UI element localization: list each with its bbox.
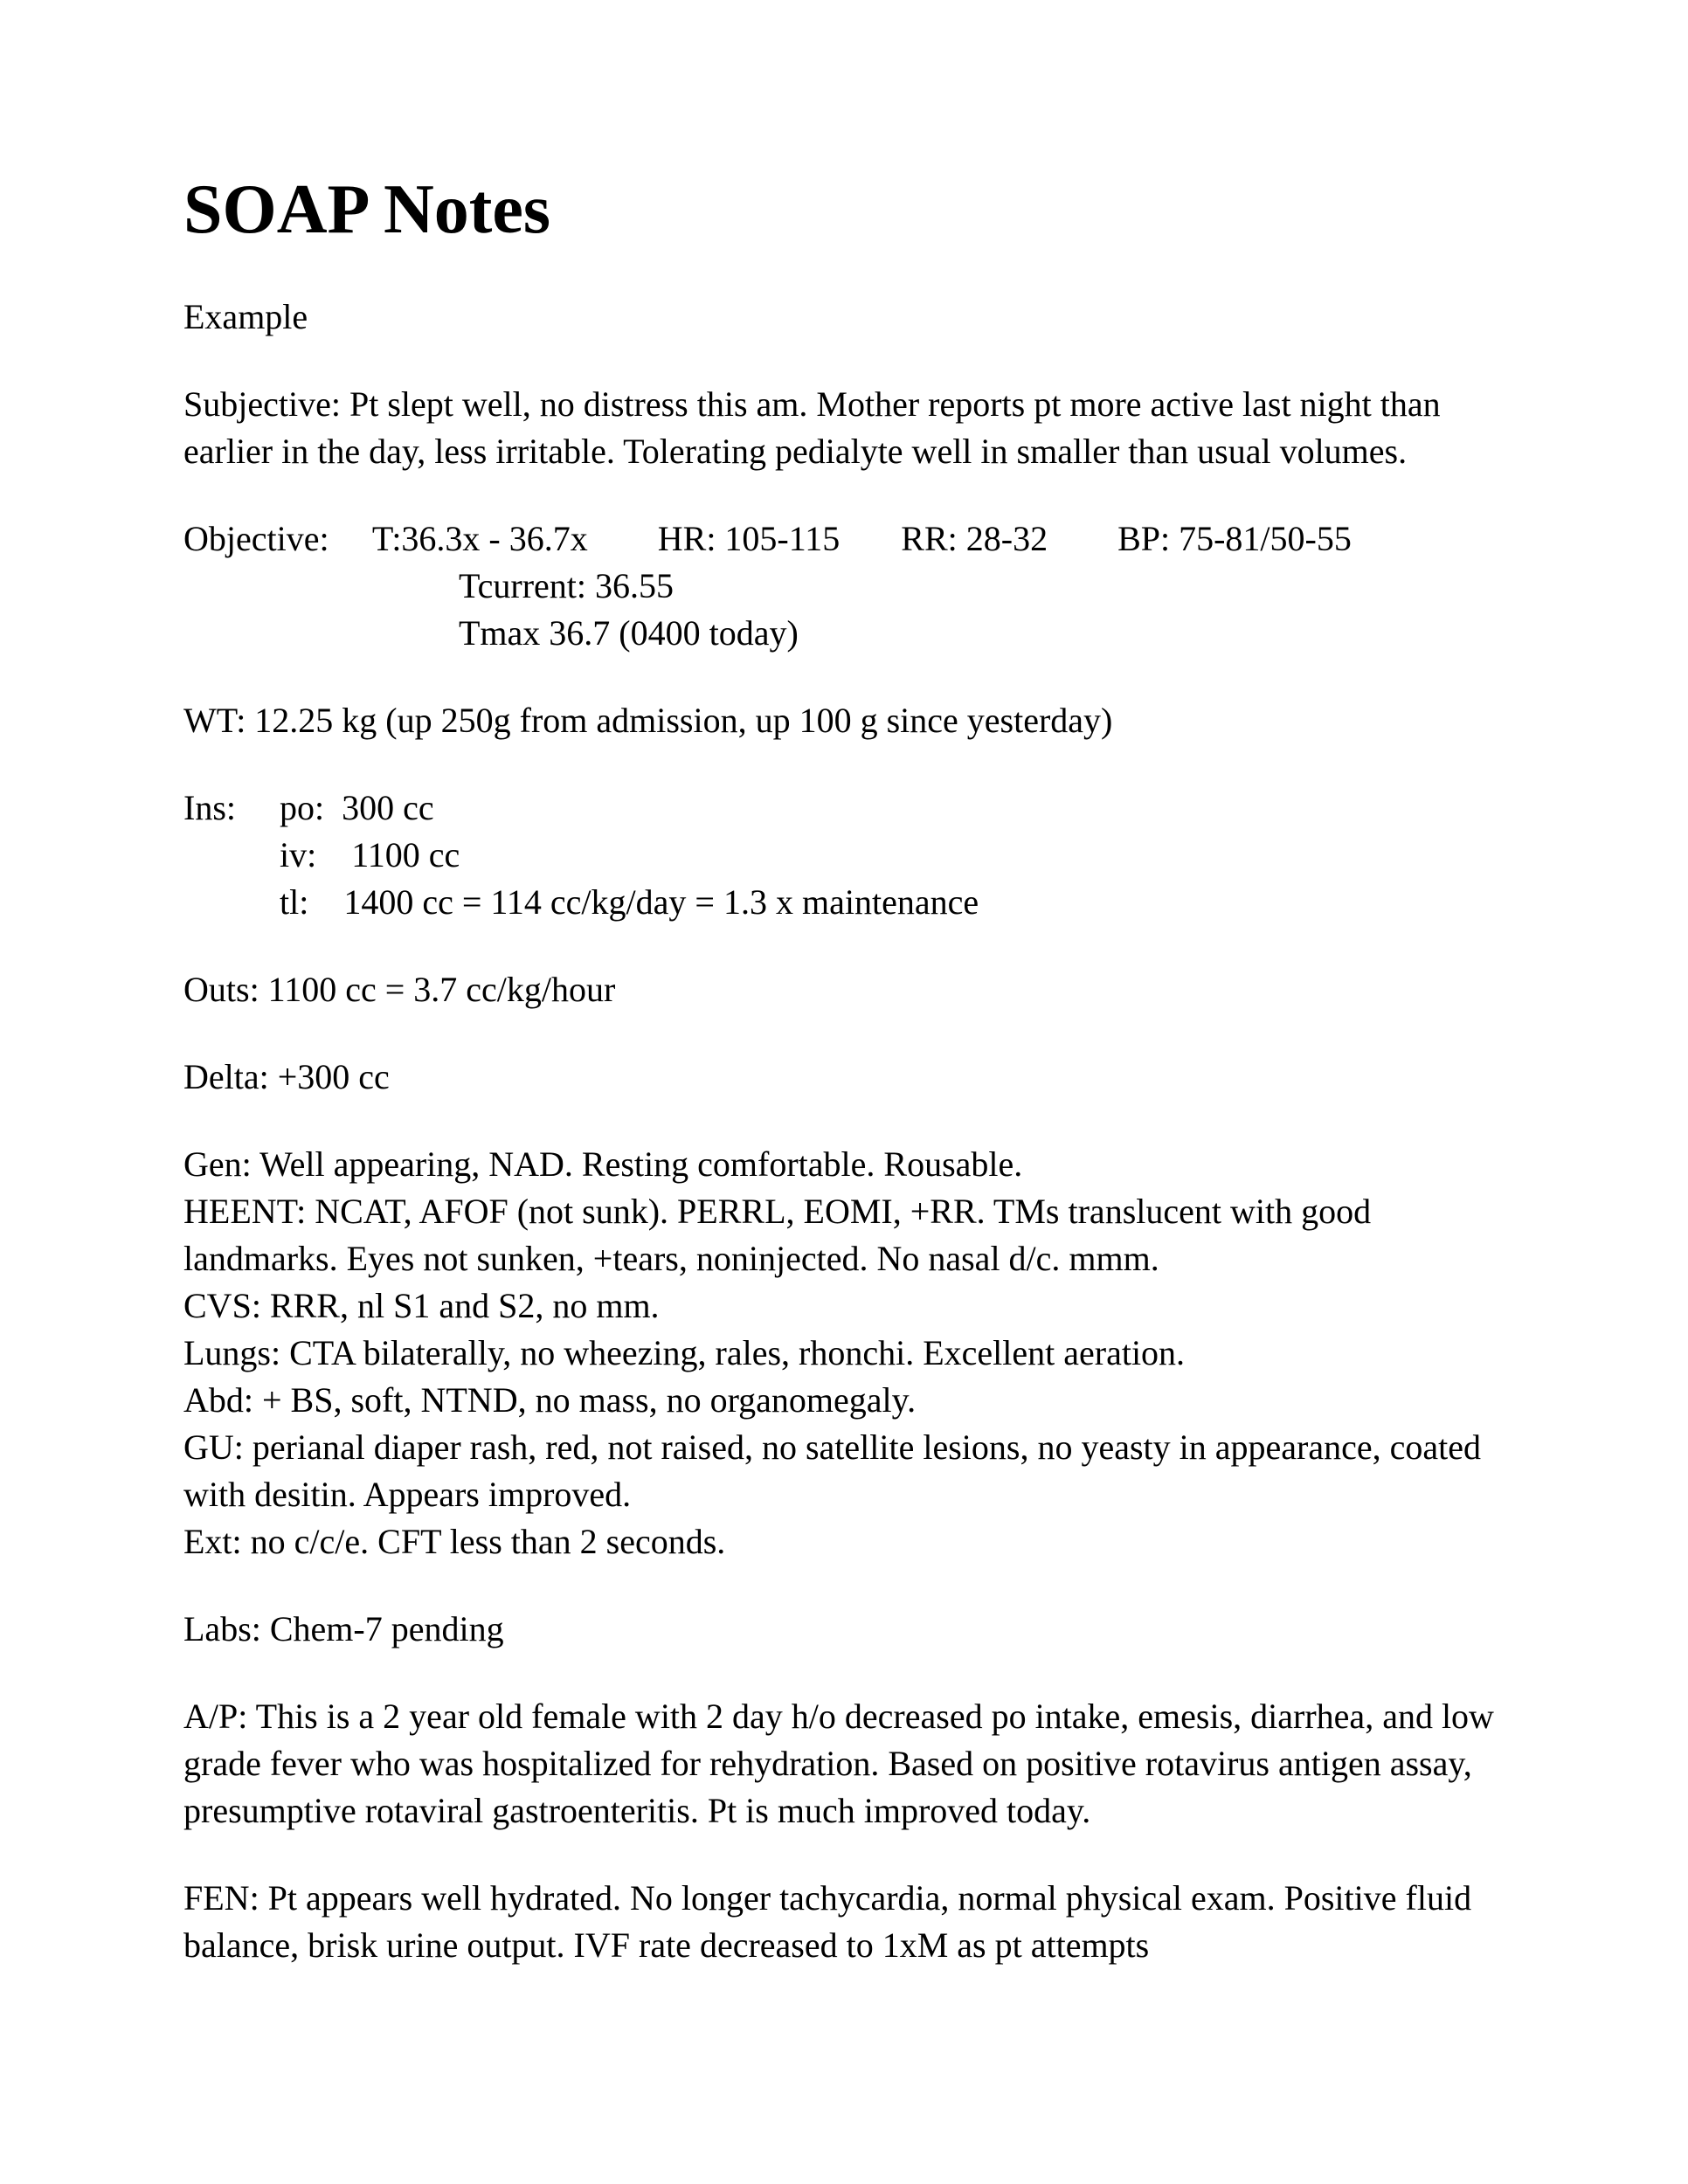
document-title: SOAP Notes (183, 170, 1505, 250)
ins-po-line: Ins: po: 300 cc (183, 784, 1505, 832)
example-label: Example (183, 294, 1505, 341)
exam-cvs-line: CVS: RRR, nl S1 and S2, no mm. (183, 1282, 1505, 1330)
exam-heent-line: HEENT: NCAT, AFOF (not sunk). PERRL, EOM… (183, 1188, 1505, 1282)
outs-line: Outs: 1100 cc = 3.7 cc/kg/hour (183, 966, 1505, 1013)
ins-section: Ins: po: 300 cc iv: 1100 cc tl: 1400 cc … (183, 784, 1505, 926)
exam-gen-line: Gen: Well appearing, NAD. Resting comfor… (183, 1141, 1505, 1188)
exam-ext-line: Ext: no c/c/e. CFT less than 2 seconds. (183, 1518, 1505, 1565)
weight-line: WT: 12.25 kg (up 250g from admission, up… (183, 697, 1505, 744)
exam-gu-line: GU: perianal diaper rash, red, not raise… (183, 1424, 1505, 1518)
exam-lungs-line: Lungs: CTA bilaterally, no wheezing, ral… (183, 1330, 1505, 1377)
exam-abd-line: Abd: + BS, soft, NTND, no mass, no organ… (183, 1377, 1505, 1424)
objective-section: Objective: T:36.3x - 36.7x HR: 105-115 R… (183, 515, 1505, 657)
objective-tcurrent-line: Tcurrent: 36.55 (183, 563, 1505, 610)
fen-section: FEN: Pt appears well hydrated. No longer… (183, 1875, 1505, 1969)
ap-section: A/P: This is a 2 year old female with 2 … (183, 1693, 1505, 1835)
subjective-section: Subjective: Pt slept well, no distress t… (183, 381, 1505, 475)
exam-section: Gen: Well appearing, NAD. Resting comfor… (183, 1141, 1505, 1565)
objective-tmax-line: Tmax 36.7 (0400 today) (183, 610, 1505, 657)
delta-line: Delta: +300 cc (183, 1054, 1505, 1101)
objective-vitals-line: Objective: T:36.3x - 36.7x HR: 105-115 R… (183, 515, 1505, 563)
ins-iv-line: iv: 1100 cc (183, 832, 1505, 879)
ins-tl-line: tl: 1400 cc = 114 cc/kg/day = 1.3 x main… (183, 879, 1505, 926)
labs-line: Labs: Chem-7 pending (183, 1606, 1505, 1653)
